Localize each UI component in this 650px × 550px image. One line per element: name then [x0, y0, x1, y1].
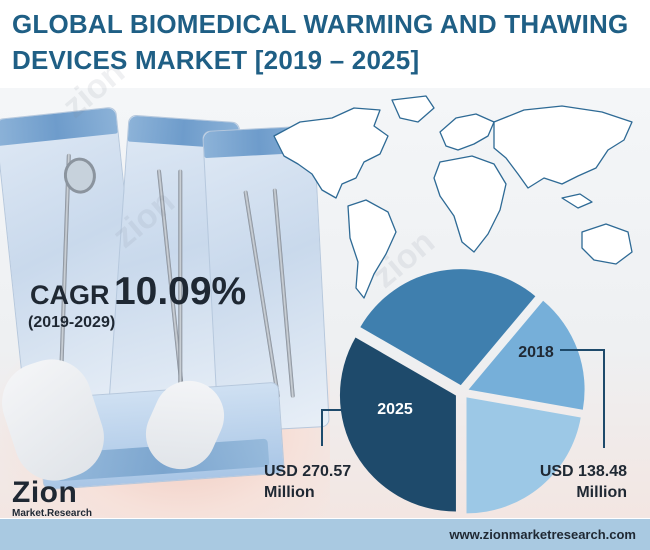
value-label-2025-unit: Million [264, 484, 315, 501]
logo-subtitle: Market.Research [12, 508, 93, 519]
leader-line-2025 [321, 409, 375, 446]
pie-slice-2018 [468, 300, 585, 410]
pie-slice [360, 269, 536, 386]
pie-slice [466, 397, 581, 514]
chart-annotations: 2025 2018 USD 270.57 Million USD 138.48 Milli… [264, 344, 627, 501]
cagr-period: (2019-2029) [28, 314, 116, 331]
world-map-illustration [273, 95, 633, 299]
continent-north-america-shape [273, 107, 389, 199]
islands-shape [561, 193, 593, 209]
logo-brand: Zion [12, 476, 78, 509]
cagr-headline: CAGR 10.09% [30, 270, 246, 314]
slice-label-2018: 2018 [518, 344, 554, 361]
value-label-2025: USD 270.57 [264, 463, 351, 480]
cagr-value: 10.09% [113, 270, 247, 313]
continent-asia-shape [493, 105, 633, 189]
continent-south-america-shape [347, 199, 397, 299]
continent-africa-shape [433, 155, 507, 253]
cagr-label: CAGR [30, 280, 110, 310]
page-title: GLOBAL BIOMEDICAL WARMING AND THAWING DE… [12, 9, 629, 75]
value-label-2018: USD 138.48 [540, 463, 627, 480]
continent-europe-shape [439, 113, 495, 151]
value-label-2018-unit: Million [576, 484, 627, 501]
greenland-shape [391, 95, 435, 123]
continent-australia-shape [581, 223, 633, 265]
slice-label-2025: 2025 [377, 401, 413, 418]
leader-line-2018 [560, 349, 605, 448]
pie-chart [339, 269, 585, 514]
brand-logo: Zion Market.Research [12, 478, 92, 520]
pie-slice-2025 [339, 337, 456, 512]
footer-url[interactable]: www.zionmarketresearch.com [449, 527, 636, 542]
footer-bar: www.zionmarketresearch.com [0, 519, 650, 550]
